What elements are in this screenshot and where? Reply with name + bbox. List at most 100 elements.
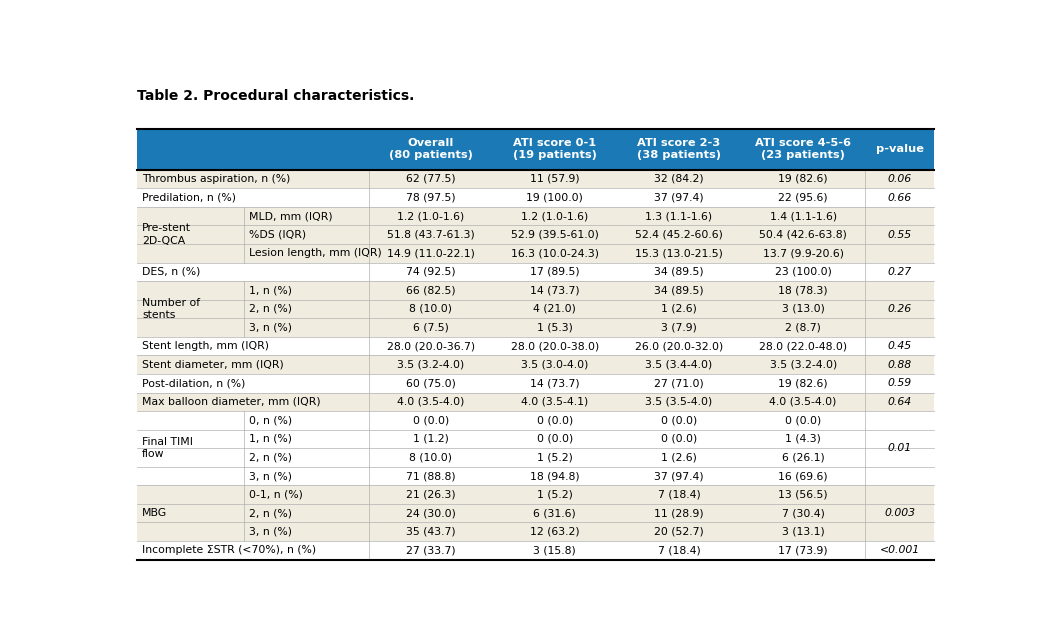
Text: 0.64: 0.64 [887,397,911,407]
Text: ATI score 4-5-6
(23 patients): ATI score 4-5-6 (23 patients) [756,138,852,160]
Text: 16.3 (10.0-24.3): 16.3 (10.0-24.3) [511,248,599,258]
Text: 1 (5.2): 1 (5.2) [537,453,573,463]
Bar [137,355,934,374]
Bar [137,244,934,263]
Text: <0.001: <0.001 [880,545,920,555]
Text: Pre-stent
2D-QCA: Pre-stent 2D-QCA [142,224,191,246]
Text: 0.88: 0.88 [887,360,911,370]
Text: 34 (89.5): 34 (89.5) [654,285,704,296]
Text: 1 (2.6): 1 (2.6) [661,453,697,463]
Text: 4.0 (3.5-4.1): 4.0 (3.5-4.1) [521,397,588,407]
Bar [137,522,934,541]
Bar [137,207,934,226]
Bar [137,129,934,170]
Text: 7 (30.4): 7 (30.4) [782,508,825,518]
Bar [137,299,934,318]
Text: 3.5 (3.2-4.0): 3.5 (3.2-4.0) [769,360,837,370]
Text: 2, n (%): 2, n (%) [250,453,293,463]
Text: 6 (31.6): 6 (31.6) [534,508,576,518]
Text: 28.0 (20.0-38.0): 28.0 (20.0-38.0) [511,341,599,351]
Text: Predilation, n (%): Predilation, n (%) [142,192,236,203]
Text: Final TIMI
flow: Final TIMI flow [142,437,193,460]
Text: 3 (13.0): 3 (13.0) [782,304,825,314]
Bar [137,504,934,522]
Text: 28.0 (20.0-36.7): 28.0 (20.0-36.7) [387,341,474,351]
Text: MLD, mm (IQR): MLD, mm (IQR) [250,211,333,221]
Text: 26.0 (20.0-32.0): 26.0 (20.0-32.0) [635,341,723,351]
Text: 15.3 (13.0-21.5): 15.3 (13.0-21.5) [635,248,723,258]
Text: 6 (26.1): 6 (26.1) [782,453,825,463]
Text: 18 (94.8): 18 (94.8) [530,471,580,481]
Text: 1.2 (1.0-1.6): 1.2 (1.0-1.6) [397,211,464,221]
Text: 0 (0.0): 0 (0.0) [537,415,573,426]
Text: 32 (84.2): 32 (84.2) [654,174,704,184]
Text: DES, n (%): DES, n (%) [142,267,201,277]
Bar [137,226,934,244]
Text: 2, n (%): 2, n (%) [250,508,293,518]
Text: 3.5 (3.4-4.0): 3.5 (3.4-4.0) [646,360,713,370]
Text: 21 (26.3): 21 (26.3) [405,490,456,499]
Text: 3 (13.1): 3 (13.1) [782,527,825,537]
Text: 0 (0.0): 0 (0.0) [660,434,697,444]
Text: 14 (73.7): 14 (73.7) [530,285,580,296]
Text: 66 (82.5): 66 (82.5) [405,285,456,296]
Text: 71 (88.8): 71 (88.8) [405,471,456,481]
Text: 2, n (%): 2, n (%) [250,304,293,314]
Text: 1.2 (1.0-1.6): 1.2 (1.0-1.6) [521,211,588,221]
Text: 3.5 (3.2-4.0): 3.5 (3.2-4.0) [397,360,464,370]
Text: 0.01: 0.01 [887,443,911,453]
Text: 17 (73.9): 17 (73.9) [779,545,828,555]
Text: Overall
(80 patients): Overall (80 patients) [389,138,472,160]
Text: 7 (18.4): 7 (18.4) [657,490,700,499]
Text: 1 (5.2): 1 (5.2) [537,490,573,499]
Text: 37 (97.4): 37 (97.4) [654,192,704,203]
Text: 1 (2.6): 1 (2.6) [661,304,697,314]
Text: 62 (77.5): 62 (77.5) [405,174,456,184]
Text: 19 (82.6): 19 (82.6) [779,378,828,388]
Text: 11 (57.9): 11 (57.9) [530,174,580,184]
Text: 17 (89.5): 17 (89.5) [530,267,580,277]
Text: ATI score 0-1
(19 patients): ATI score 0-1 (19 patients) [513,138,597,160]
Text: 0.003: 0.003 [884,508,915,518]
Bar [137,337,934,355]
Text: 37 (97.4): 37 (97.4) [654,471,704,481]
Bar [137,485,934,504]
Text: Lesion length, mm (IQR): Lesion length, mm (IQR) [250,248,382,258]
Text: 3, n (%): 3, n (%) [250,471,293,481]
Bar [137,188,934,207]
Text: 0 (0.0): 0 (0.0) [660,415,697,426]
Text: 52.9 (39.5-61.0): 52.9 (39.5-61.0) [511,229,599,240]
Bar [137,448,934,467]
Text: 34 (89.5): 34 (89.5) [654,267,704,277]
Text: 4.0 (3.5-4.0): 4.0 (3.5-4.0) [397,397,464,407]
Text: 50.4 (42.6-63.8): 50.4 (42.6-63.8) [760,229,847,240]
Text: 0-1, n (%): 0-1, n (%) [250,490,303,499]
Text: %DS (IQR): %DS (IQR) [250,229,306,240]
Text: 3, n (%): 3, n (%) [250,322,293,333]
Bar [137,541,934,560]
Text: 74 (92.5): 74 (92.5) [405,267,456,277]
Text: 3 (7.9): 3 (7.9) [661,322,697,333]
Text: 1.4 (1.1-1.6): 1.4 (1.1-1.6) [769,211,837,221]
Text: 16 (69.6): 16 (69.6) [779,471,828,481]
Text: 14 (73.7): 14 (73.7) [530,378,580,388]
Text: 35 (43.7): 35 (43.7) [405,527,456,537]
Text: Max balloon diameter, mm (IQR): Max balloon diameter, mm (IQR) [142,397,321,407]
Text: MBG: MBG [142,508,167,518]
Bar [137,374,934,392]
Text: 19 (100.0): 19 (100.0) [527,192,583,203]
Bar [137,467,934,485]
Text: 13.7 (9.9-20.6): 13.7 (9.9-20.6) [763,248,843,258]
Text: 6 (7.5): 6 (7.5) [413,322,448,333]
Text: ATI score 2-3
(38 patients): ATI score 2-3 (38 patients) [637,138,721,160]
Text: 0.55: 0.55 [887,229,911,240]
Text: 3 (15.8): 3 (15.8) [534,545,576,555]
Text: 3.5 (3.0-4.0): 3.5 (3.0-4.0) [521,360,588,370]
Bar [137,411,934,429]
Text: 1 (4.3): 1 (4.3) [785,434,821,444]
Text: p-value: p-value [876,144,924,154]
Text: 28.0 (22.0-48.0): 28.0 (22.0-48.0) [759,341,847,351]
Text: 1 (1.2): 1 (1.2) [413,434,448,444]
Text: 8 (10.0): 8 (10.0) [410,453,452,463]
Text: Incomplete ΣSTR (<70%), n (%): Incomplete ΣSTR (<70%), n (%) [142,545,316,555]
